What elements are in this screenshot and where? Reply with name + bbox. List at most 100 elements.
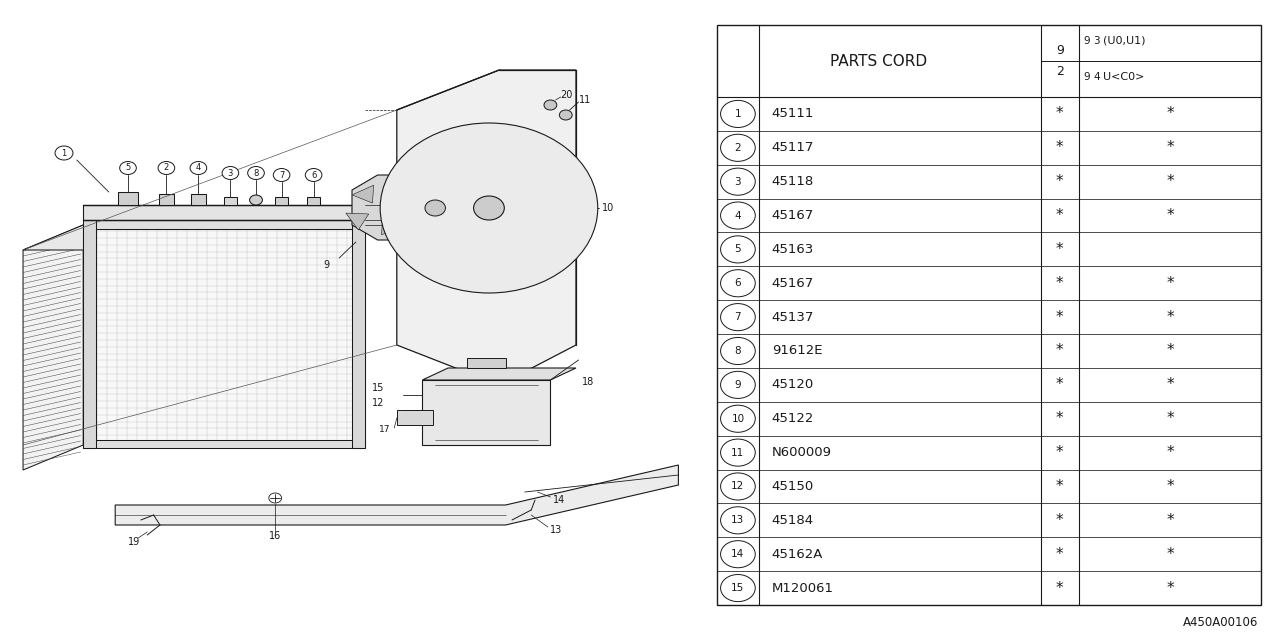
- Text: 11: 11: [579, 95, 591, 105]
- Text: 45162A: 45162A: [772, 548, 823, 561]
- Circle shape: [425, 200, 445, 216]
- Circle shape: [250, 195, 262, 205]
- Circle shape: [559, 110, 572, 120]
- Text: 19: 19: [128, 537, 141, 547]
- Text: *: *: [1056, 106, 1064, 122]
- Text: 9: 9: [1083, 36, 1089, 46]
- Polygon shape: [275, 197, 288, 205]
- Text: 91612E: 91612E: [772, 344, 822, 358]
- Polygon shape: [471, 130, 507, 198]
- Text: 9: 9: [324, 260, 329, 270]
- Text: 5: 5: [735, 244, 741, 254]
- Text: *: *: [1166, 344, 1174, 358]
- Text: N600009: N600009: [772, 446, 832, 459]
- Polygon shape: [397, 410, 433, 425]
- Text: *: *: [1166, 140, 1174, 156]
- Text: 4: 4: [1093, 72, 1100, 82]
- Text: 13: 13: [550, 525, 563, 535]
- Polygon shape: [352, 220, 365, 448]
- Polygon shape: [83, 220, 365, 229]
- Text: *: *: [1056, 412, 1064, 426]
- Polygon shape: [397, 70, 576, 385]
- Polygon shape: [495, 218, 584, 259]
- Circle shape: [721, 269, 755, 297]
- Polygon shape: [115, 465, 678, 525]
- Text: *: *: [1056, 344, 1064, 358]
- Circle shape: [306, 168, 323, 182]
- Text: 6: 6: [311, 170, 316, 179]
- Circle shape: [55, 146, 73, 160]
- Text: 45117: 45117: [772, 141, 814, 154]
- Text: 8: 8: [253, 168, 259, 177]
- Text: 20: 20: [561, 90, 573, 100]
- Polygon shape: [504, 157, 584, 209]
- Text: 14: 14: [731, 549, 745, 559]
- Text: *: *: [1056, 174, 1064, 189]
- Polygon shape: [352, 175, 429, 240]
- Polygon shape: [394, 207, 474, 259]
- Polygon shape: [191, 194, 206, 205]
- Text: PARTS CORD: PARTS CORD: [831, 54, 927, 68]
- Text: 6: 6: [735, 278, 741, 288]
- Text: *: *: [1166, 445, 1174, 460]
- Text: 12: 12: [731, 481, 745, 492]
- Text: *: *: [1056, 445, 1064, 460]
- Circle shape: [274, 168, 291, 182]
- Polygon shape: [83, 205, 365, 220]
- Circle shape: [721, 575, 755, 602]
- Circle shape: [721, 507, 755, 534]
- Circle shape: [474, 196, 504, 220]
- Circle shape: [721, 439, 755, 466]
- Text: 9: 9: [1056, 44, 1064, 57]
- Text: A450A00106: A450A00106: [1183, 616, 1258, 628]
- Polygon shape: [23, 225, 365, 250]
- Text: 14: 14: [553, 495, 566, 505]
- Text: *: *: [1166, 106, 1174, 122]
- Circle shape: [721, 405, 755, 432]
- Text: *: *: [1166, 412, 1174, 426]
- Text: U<C0>: U<C0>: [1103, 72, 1144, 82]
- Text: 4: 4: [735, 211, 741, 221]
- Text: *: *: [1056, 242, 1064, 257]
- Text: *: *: [1166, 378, 1174, 392]
- Polygon shape: [83, 440, 365, 448]
- Text: *: *: [1166, 276, 1174, 291]
- Circle shape: [721, 202, 755, 229]
- Polygon shape: [422, 380, 550, 445]
- Text: 16: 16: [269, 531, 282, 541]
- Text: 12: 12: [371, 398, 384, 408]
- Circle shape: [120, 161, 136, 175]
- Polygon shape: [352, 185, 374, 203]
- Text: 3: 3: [735, 177, 741, 187]
- Polygon shape: [159, 194, 174, 205]
- Text: *: *: [1056, 276, 1064, 291]
- Text: 10: 10: [731, 413, 745, 424]
- Polygon shape: [346, 213, 369, 230]
- Polygon shape: [467, 358, 506, 368]
- Text: *: *: [1056, 310, 1064, 324]
- Polygon shape: [83, 225, 365, 445]
- Polygon shape: [471, 218, 507, 286]
- Text: *: *: [1056, 547, 1064, 562]
- Circle shape: [721, 541, 755, 568]
- Text: 45118: 45118: [772, 175, 814, 188]
- Text: 3: 3: [1093, 36, 1100, 46]
- Polygon shape: [83, 220, 96, 448]
- Text: 9: 9: [1083, 72, 1089, 82]
- Text: 4: 4: [196, 163, 201, 173]
- Text: 2: 2: [164, 163, 169, 173]
- Circle shape: [721, 236, 755, 263]
- Polygon shape: [422, 368, 576, 380]
- Circle shape: [721, 168, 755, 195]
- Text: 1: 1: [735, 109, 741, 119]
- Text: 45122: 45122: [772, 412, 814, 425]
- Text: 15: 15: [371, 383, 384, 393]
- Text: 15: 15: [731, 583, 745, 593]
- Circle shape: [721, 134, 755, 161]
- Circle shape: [223, 166, 238, 179]
- Text: *: *: [1166, 580, 1174, 596]
- Text: 7: 7: [279, 170, 284, 179]
- Text: 13: 13: [731, 515, 745, 525]
- Text: *: *: [1056, 378, 1064, 392]
- Text: *: *: [1166, 513, 1174, 528]
